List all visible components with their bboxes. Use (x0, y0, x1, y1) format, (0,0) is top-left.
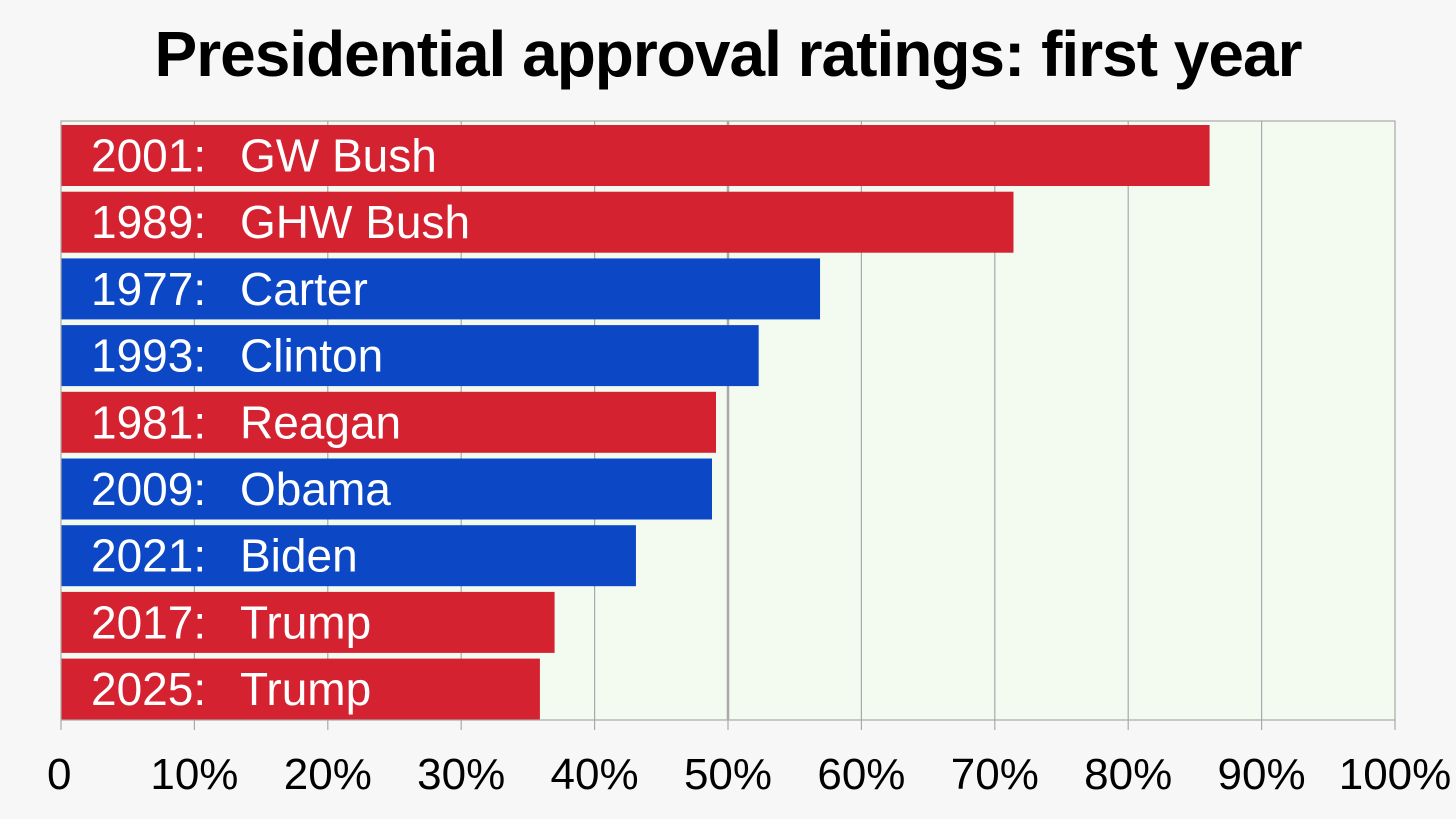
bar-year-label: 1981: (91, 396, 206, 448)
bar-year-label: 2001: (91, 130, 206, 182)
bar-name-label: Reagan (240, 396, 401, 448)
bar-group: 2021: Biden (61, 525, 636, 587)
x-tick-label: 70% (951, 750, 1039, 799)
x-tick-label: 90% (1218, 750, 1306, 799)
x-tick-label: 20% (284, 750, 372, 799)
plot-frame (60, 120, 1396, 721)
bar-name-label: Carter (240, 263, 368, 315)
bar-name-label: Trump (240, 663, 371, 715)
bar-year-label: 1989: (91, 196, 206, 248)
bar-name-label: GHW Bush (240, 196, 470, 248)
bar (61, 258, 821, 320)
bar-group: 1993: Clinton (61, 325, 759, 387)
bar-year-label: 1977: (91, 263, 206, 315)
bar (61, 125, 1210, 186)
x-axis-ticks: 0 10% 20% 30% 40% 50% 60% 70% 80% 90% 100% (47, 720, 1451, 799)
bar-group: 2001: GW Bush (61, 125, 1210, 186)
bar (61, 325, 759, 387)
bar-group: 2017: Trump (61, 591, 555, 653)
bar-group: 2009: Obama (61, 458, 712, 520)
bar-group: 2025: Trump (61, 658, 540, 720)
bar-name-label: Obama (240, 463, 391, 515)
bar-year-label: 2017: (91, 596, 206, 648)
x-tick-label: 40% (551, 750, 639, 799)
bar-name-label: Clinton (240, 330, 383, 382)
bar-year-label: 1993: (91, 330, 206, 382)
bar-group: 1989: GHW Bush (61, 191, 1014, 253)
bar-group: 1981: Reagan (61, 391, 716, 453)
bar-year-label: 2021: (91, 530, 206, 582)
bar (61, 458, 712, 520)
chart-title: Presidential approval ratings: first yea… (154, 18, 1303, 90)
x-tick-label: 80% (1084, 750, 1172, 799)
x-tick-label: 30% (417, 750, 505, 799)
bar (61, 391, 716, 453)
bar (61, 191, 1014, 253)
x-tick-label: 10% (150, 750, 238, 799)
bar (61, 591, 555, 653)
bar-group: 1977: Carter (61, 258, 821, 320)
x-tick-label: 0 (47, 750, 71, 799)
bar-name-label: GW Bush (240, 130, 437, 182)
x-tick-label: 100% (1339, 750, 1452, 799)
bar-year-label: 2025: (91, 663, 206, 715)
x-tick-label: 60% (817, 750, 905, 799)
bar-year-label: 2009: (91, 463, 206, 515)
x-tick-label: 50% (684, 750, 772, 799)
bar-name-label: Trump (240, 596, 371, 648)
bars: 2001: GW Bush 1989: GHW Bush 1977: Carter 1993… (61, 125, 1210, 720)
bar-name-label: Biden (240, 530, 358, 582)
bar (61, 525, 636, 587)
bar (61, 658, 540, 720)
